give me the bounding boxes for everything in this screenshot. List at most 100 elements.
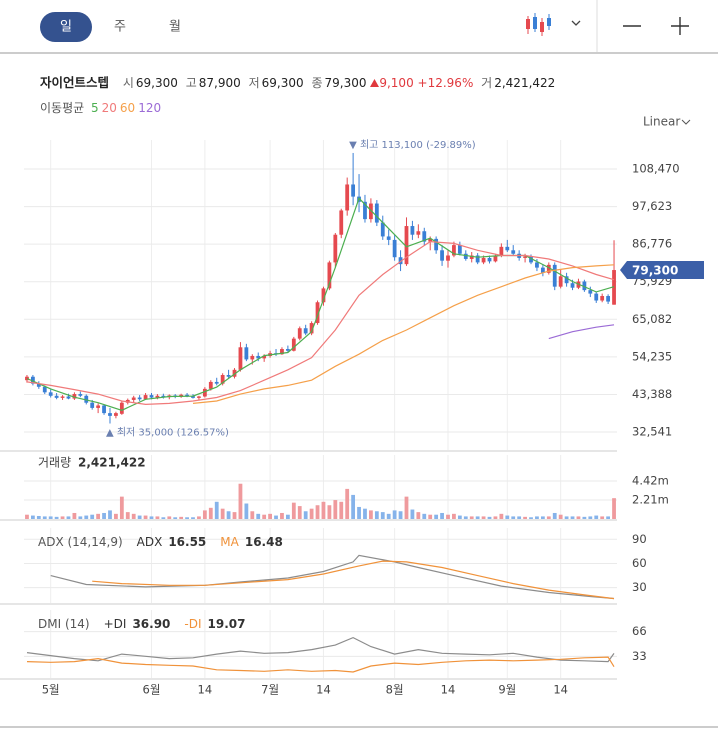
candle-body <box>351 184 356 197</box>
price-pointer <box>620 261 704 280</box>
scale-mode[interactable]: Linear <box>643 115 680 129</box>
volume-bar <box>232 512 237 519</box>
volume-bar <box>570 516 575 519</box>
volume-bar <box>369 510 373 519</box>
volume-bar <box>78 516 83 519</box>
legend-entry: 120 <box>138 101 162 115</box>
candle-body <box>499 246 504 256</box>
dropdown-chevron[interactable] <box>571 20 581 26</box>
candle-body <box>291 338 296 351</box>
panel-legend: ADX (14,14,9) ADX 16.55 MA 16.48 <box>38 535 283 549</box>
volume-bar <box>446 514 450 519</box>
legend-text: 36.90 <box>132 617 170 631</box>
volume-bar <box>274 515 278 519</box>
volume-bar <box>238 483 243 519</box>
volume-bar <box>594 515 599 519</box>
candle-body <box>108 413 112 416</box>
volume-bar <box>90 514 95 519</box>
volume-bar <box>398 511 403 519</box>
candle-body <box>434 238 439 251</box>
x-tick-label: 14 <box>553 683 568 697</box>
field-label: 거 <box>481 76 493 90</box>
candle-body <box>493 255 498 262</box>
change: 9,100 <box>379 76 414 90</box>
line-series <box>26 656 615 673</box>
volume-bar <box>315 505 320 519</box>
candle-body <box>297 328 302 339</box>
volume-bar <box>202 510 207 519</box>
volume-bar <box>463 516 468 519</box>
candle-body <box>238 347 243 370</box>
candle-body <box>96 405 101 408</box>
volume-bar <box>529 517 533 519</box>
tab-active[interactable] <box>40 12 92 42</box>
candle-body <box>558 276 563 287</box>
legend-text: 16.55 <box>168 535 206 549</box>
volume-bar <box>137 515 142 519</box>
volume-bar <box>208 507 213 519</box>
change-rate: +12.96% <box>417 76 474 90</box>
candle-body <box>208 381 213 389</box>
quote-header: 자이언트스텝 시 69,300 고 87,900 저 69,300 종 79,300 9… <box>40 72 555 91</box>
volume-bar <box>505 515 510 519</box>
candle-body <box>481 257 486 263</box>
candle-body <box>84 395 89 403</box>
volume-bar <box>392 510 397 519</box>
volume-bar <box>167 516 172 519</box>
volume-bar <box>511 516 516 519</box>
candle-body <box>315 302 320 324</box>
volume-bar <box>244 503 249 519</box>
candle-body <box>114 413 118 416</box>
volume-bar <box>606 516 611 519</box>
ma-label: 이동평균 <box>40 101 85 115</box>
volume-bar <box>268 513 272 519</box>
candle-body <box>345 184 350 211</box>
chart-type-icon[interactable] <box>526 13 551 36</box>
volume-bar <box>457 515 462 519</box>
zoom-in[interactable] <box>671 17 689 35</box>
field-value: 79,300 <box>324 76 367 90</box>
legend-text: MA <box>220 535 239 549</box>
candle-body <box>256 355 261 359</box>
candle-body <box>333 234 338 263</box>
candle-body <box>398 257 403 265</box>
volume-bar <box>410 509 415 519</box>
volume-bar <box>374 511 379 519</box>
tab[interactable]: 월 <box>169 20 181 35</box>
field-label: 고 <box>185 76 197 90</box>
volume-bar <box>66 516 71 519</box>
candle-body <box>220 375 225 384</box>
candle-body <box>552 264 557 287</box>
candle-body <box>600 296 605 301</box>
candle-body <box>191 396 195 398</box>
volume-bar <box>487 516 492 519</box>
candle-body <box>280 349 284 355</box>
volume-bar <box>84 515 89 519</box>
y-tick-label: 33 <box>632 649 647 663</box>
tab[interactable]: 주 <box>114 20 126 35</box>
tab[interactable]: 일 <box>60 20 72 35</box>
volume-bar <box>42 516 47 519</box>
legend-entry: 5 <box>91 101 99 115</box>
candle-body <box>463 253 468 259</box>
volume-bar <box>131 513 136 519</box>
legend-text: 19.07 <box>208 617 246 631</box>
volume-bar <box>517 516 522 519</box>
candle-body <box>25 376 29 381</box>
candle-body <box>197 396 201 398</box>
x-tick-label: 8월 <box>386 683 404 697</box>
line-series <box>92 560 615 600</box>
x-tick-label: 14 <box>441 683 456 697</box>
volume-bar <box>357 506 361 519</box>
volume-bar <box>149 516 154 519</box>
scale-chevron[interactable] <box>681 119 691 125</box>
candle-body <box>30 376 35 384</box>
legend-text: ADX (14,14,9) <box>38 535 123 549</box>
volume-bar <box>582 516 587 519</box>
y-tick-label: 54,235 <box>632 349 672 363</box>
candle-body <box>226 375 231 377</box>
candle-body <box>380 222 385 237</box>
volume-bar <box>143 515 148 519</box>
candle-body <box>339 210 344 235</box>
